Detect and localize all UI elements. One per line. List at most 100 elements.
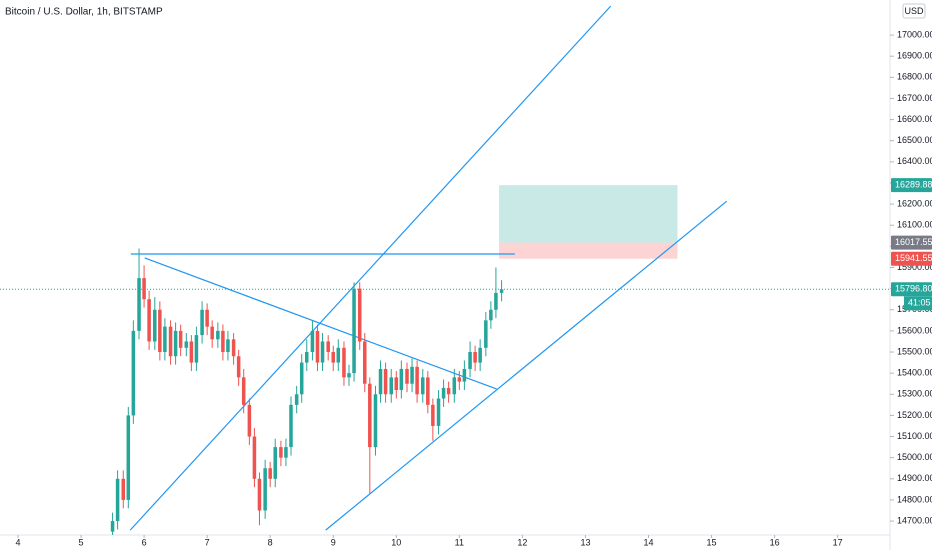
- entry-price-label-bg: [891, 235, 932, 250]
- x-tick-label: 15: [707, 537, 717, 547]
- entry-price-label: 16017.55: [895, 237, 932, 247]
- candle-body: [184, 341, 189, 348]
- candle-body: [342, 347, 346, 378]
- x-tick-label: 8: [268, 537, 273, 547]
- x-tick-label: 9: [331, 537, 336, 547]
- candle-body: [331, 352, 336, 363]
- y-tick-label: 16500.00: [897, 135, 932, 145]
- currency-button[interactable]: [902, 3, 926, 19]
- trend-line: [144, 257, 497, 390]
- candle-body: [315, 330, 320, 363]
- y-tick-label: 15400.00: [897, 368, 932, 378]
- candle-body: [441, 387, 446, 399]
- candle-body: [489, 309, 493, 321]
- trend-line: [325, 200, 728, 531]
- candle-body: [268, 468, 272, 479]
- candle-body: [142, 278, 146, 300]
- candle-body: [284, 447, 288, 458]
- candle-body: [383, 368, 388, 395]
- y-tick-label: 16700.00: [897, 93, 932, 103]
- candle-body: [347, 373, 351, 378]
- y-tick-label: 15900.00: [897, 262, 932, 272]
- x-tick-label: 6: [142, 537, 147, 547]
- candle-body: [137, 278, 141, 331]
- candle-body: [426, 377, 430, 405]
- candle-body: [131, 330, 136, 416]
- candle-body: [257, 478, 262, 511]
- target-price-label-bg: [891, 178, 932, 193]
- stop-price-label: 15941.55: [895, 253, 932, 263]
- candle-body: [320, 341, 325, 363]
- y-tick-label: 16800.00: [897, 72, 932, 82]
- x-tick-label: 14: [643, 537, 653, 547]
- y-tick-label: 16200.00: [897, 198, 932, 208]
- x-tick-label: 11: [455, 537, 464, 547]
- y-tick-label: 15000.00: [897, 452, 932, 462]
- y-tick-label: 15200.00: [897, 410, 932, 420]
- y-tick-label: 15500.00: [897, 346, 932, 356]
- candle-body: [200, 309, 204, 336]
- candle-body: [153, 309, 157, 342]
- countdown: 41:05: [908, 298, 931, 308]
- target-price-label: 16289.88: [895, 179, 932, 189]
- stop-price-label-bg: [891, 251, 932, 266]
- candle-body: [457, 377, 462, 382]
- candle-body: [399, 368, 404, 391]
- x-tick-label: 7: [205, 537, 210, 547]
- countdown-bg: [904, 296, 932, 311]
- candle-body: [389, 377, 394, 395]
- candle-body: [405, 368, 409, 384]
- plot-area: [0, 5, 890, 535]
- candle-body: [189, 341, 194, 363]
- candle-body: [373, 394, 378, 448]
- y-tick-label: 16900.00: [897, 51, 932, 61]
- trend-line: [129, 5, 612, 531]
- candle-body: [289, 404, 293, 448]
- candle-body: [231, 339, 236, 357]
- candle-body: [421, 377, 425, 395]
- candle-body: [468, 352, 472, 369]
- candle-body: [473, 352, 477, 363]
- candle-body: [273, 447, 277, 479]
- candle-body: [263, 468, 267, 511]
- x-tick-label: 13: [580, 537, 590, 547]
- chart-title: Bitcoin / U.S. Dollar, 1h, BITSTAMP: [5, 7, 163, 18]
- candle-body: [484, 320, 488, 348]
- candle-body: [247, 404, 252, 437]
- candle-body: [410, 366, 414, 384]
- candle-body: [216, 330, 220, 340]
- candle-body: [446, 387, 451, 395]
- candle-body: [205, 309, 209, 327]
- candle-body: [336, 347, 341, 363]
- x-tick-label: 17: [833, 537, 843, 547]
- candle-body: [326, 341, 330, 353]
- y-tick-label: 17000.00: [897, 29, 932, 39]
- x-tick-label: 16: [770, 537, 780, 547]
- candle-body: [378, 368, 383, 395]
- candle-body: [294, 394, 299, 405]
- candle-body: [362, 341, 367, 384]
- candle-body: [452, 377, 457, 395]
- x-tick-label: 5: [79, 537, 84, 547]
- last-price-label-bg: [891, 282, 932, 297]
- candle-body: [478, 347, 482, 363]
- candle-body: [158, 309, 162, 353]
- candle-body: [236, 356, 241, 378]
- y-tick-label: 14900.00: [897, 473, 932, 483]
- x-tick-label: 12: [517, 537, 527, 547]
- candle-body: [462, 368, 467, 382]
- candle-body: [436, 398, 441, 426]
- y-tick-label: 14700.00: [897, 515, 932, 525]
- candle-body: [499, 289, 504, 293]
- y-tick-label: 16100.00: [897, 220, 932, 230]
- candle-body: [252, 436, 257, 479]
- candle-body: [368, 383, 372, 448]
- candle-body: [279, 447, 283, 458]
- candle-body: [194, 335, 199, 363]
- candle-body: [304, 352, 309, 363]
- currency-label[interactable]: USD: [904, 6, 924, 16]
- candle-body: [110, 521, 115, 532]
- candle-body: [352, 288, 356, 374]
- y-tick-label: 15300.00: [897, 389, 932, 399]
